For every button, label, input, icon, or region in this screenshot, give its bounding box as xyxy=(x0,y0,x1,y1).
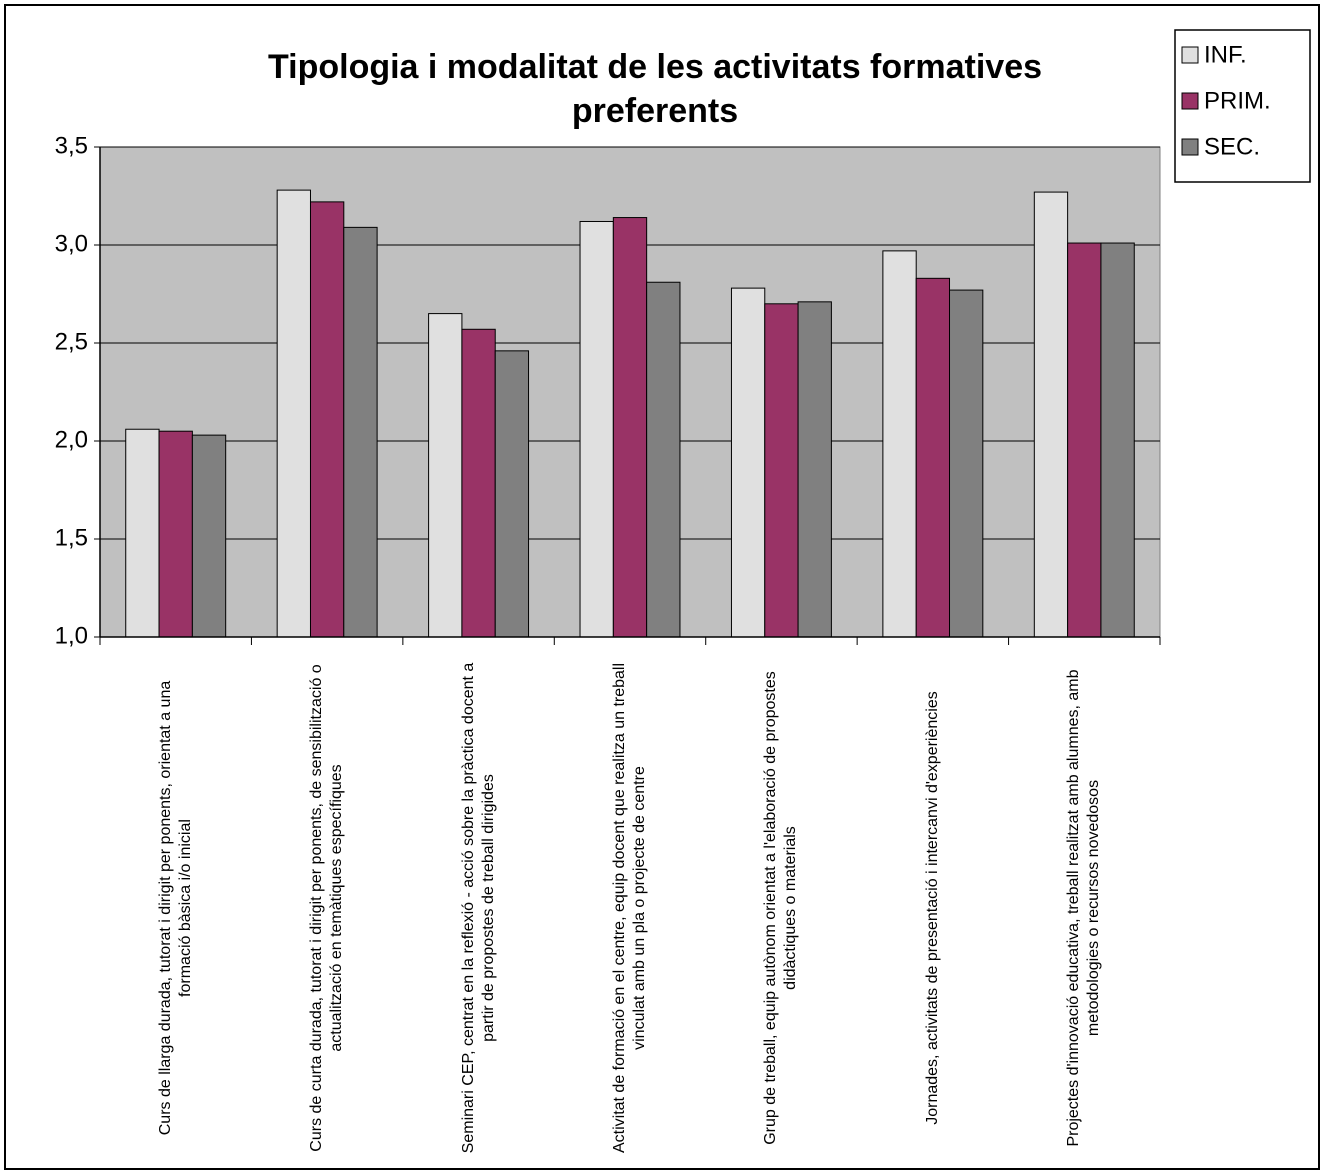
x-tick-label: Jornades, activitats de presentació i in… xyxy=(923,691,941,1125)
bar xyxy=(158,430,193,638)
bar xyxy=(1033,191,1069,638)
bar xyxy=(646,281,681,638)
x-tick-label: Curs de curta durada, tutorat i dirigit … xyxy=(308,664,346,1152)
legend-swatch xyxy=(1181,92,1199,110)
bar xyxy=(125,428,160,638)
bar xyxy=(1100,242,1135,638)
bar xyxy=(276,189,311,638)
y-tick-label: 1,0 xyxy=(55,622,88,649)
bar xyxy=(1067,242,1102,638)
bar xyxy=(494,350,530,638)
bar xyxy=(309,201,345,638)
y-tick-label: 2,5 xyxy=(55,328,88,355)
bar xyxy=(612,217,648,638)
y-tick-label: 1,5 xyxy=(55,524,88,551)
bar xyxy=(797,301,832,638)
y-tick-label: 3,5 xyxy=(55,132,88,159)
bar xyxy=(428,313,463,638)
legend-label: PRIM. xyxy=(1204,87,1271,114)
x-tick-label: Projectes d'innovació educativa, treball… xyxy=(1065,669,1103,1147)
legend-swatch xyxy=(1181,138,1199,156)
x-tick-label: Activitat de formació en el centre, equi… xyxy=(611,662,648,1154)
x-tick-label: Seminari CEP, centrat en la reflexió - a… xyxy=(459,662,497,1154)
chart-title: Tipologia i modalitat de les activitats … xyxy=(267,48,1043,130)
legend-swatch xyxy=(1181,46,1199,64)
bar xyxy=(343,226,378,638)
bar xyxy=(730,287,766,638)
bar xyxy=(191,434,227,638)
x-tick-label: Grup de treball, equip autònom orientat … xyxy=(762,671,800,1145)
y-tick-label: 3,0 xyxy=(55,230,88,257)
bar xyxy=(882,250,917,638)
legend-label: INF. xyxy=(1204,41,1247,68)
bar xyxy=(915,277,951,638)
bar xyxy=(764,303,799,638)
x-tick-label: Curs de llarga durada, tutorat i dirigit… xyxy=(156,680,194,1136)
legend-label: SEC. xyxy=(1204,133,1260,160)
y-tick-label: 2,0 xyxy=(55,426,88,453)
bar xyxy=(579,220,614,638)
bar xyxy=(949,289,984,638)
bar xyxy=(461,328,496,638)
